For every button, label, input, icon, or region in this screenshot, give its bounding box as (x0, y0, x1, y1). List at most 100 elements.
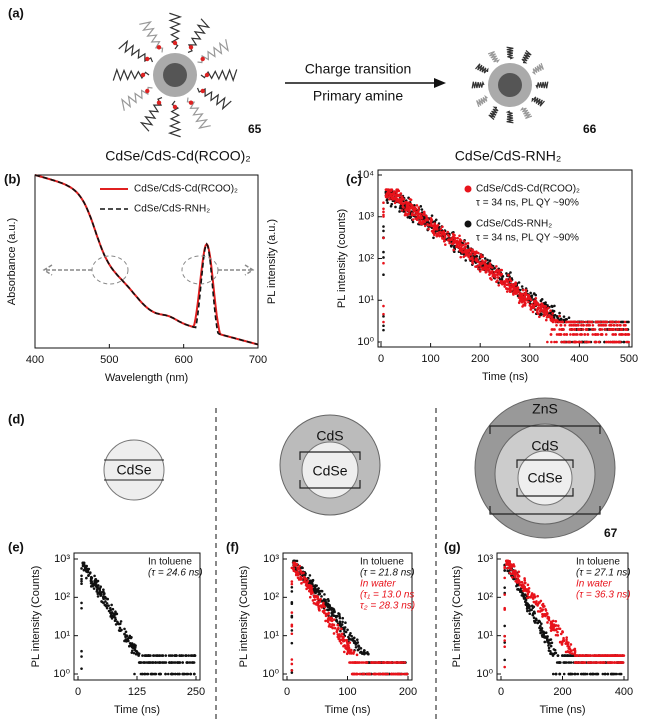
y-tick-label: 10² (358, 252, 374, 264)
data-point (317, 607, 321, 611)
data-point (503, 285, 506, 288)
data-point (290, 585, 294, 589)
data-point (290, 580, 294, 583)
data-point (533, 620, 537, 624)
data-point (488, 273, 491, 276)
data-point (475, 250, 478, 253)
x-tick-label: 200 (471, 353, 489, 365)
data-point (539, 606, 542, 610)
data-point (382, 273, 385, 277)
data-point (571, 320, 574, 324)
data-point (337, 637, 340, 641)
data-point (600, 333, 603, 336)
data-point (308, 574, 312, 577)
annotation: In water (360, 579, 396, 590)
data-point (300, 572, 303, 575)
scatter-series (382, 188, 631, 344)
core (301, 441, 359, 499)
y-tick-label: 10¹ (263, 630, 279, 642)
data-point (425, 216, 429, 220)
data-point (125, 634, 129, 637)
data-point (558, 672, 562, 676)
data-point (481, 261, 485, 265)
data-point (475, 259, 478, 263)
data-point (393, 201, 397, 205)
data-point (85, 568, 89, 572)
data-point (598, 654, 602, 657)
data-point (614, 672, 617, 676)
data-point (330, 619, 334, 623)
data-point (525, 589, 528, 593)
data-point (347, 635, 350, 639)
data-point (559, 320, 562, 324)
data-point (518, 293, 521, 296)
data-point (491, 272, 494, 275)
data-point (517, 296, 521, 299)
data-point (520, 294, 524, 298)
data-point (526, 593, 529, 596)
data-point (519, 298, 523, 301)
data-point (467, 250, 471, 253)
data-point (96, 586, 99, 589)
data-point (332, 618, 336, 621)
data-point (503, 586, 506, 589)
data-point (586, 333, 590, 336)
data-point (80, 667, 83, 670)
data-point (539, 624, 542, 628)
data-point (100, 590, 104, 594)
data-point (328, 622, 331, 626)
data-point (91, 584, 94, 588)
data-point (317, 605, 320, 609)
data-point (601, 320, 605, 324)
ligand (506, 46, 515, 60)
data-point (390, 188, 394, 191)
data-point (295, 572, 298, 575)
data-point (324, 614, 328, 618)
data-point (336, 635, 340, 639)
data-point (339, 641, 343, 645)
data-point (507, 273, 510, 277)
data-point (290, 590, 294, 593)
data-point (562, 315, 566, 318)
data-point (520, 285, 524, 288)
data-point (80, 655, 83, 658)
data-point (466, 242, 470, 245)
data-point (142, 661, 145, 664)
data-point (552, 652, 556, 656)
data-point (342, 644, 345, 648)
data-point (554, 619, 558, 623)
data-point (562, 672, 566, 676)
data-point (390, 661, 394, 664)
data-point (555, 324, 558, 327)
x-tick-label: 400 (570, 353, 588, 365)
data-point (342, 628, 346, 631)
data-point (513, 283, 516, 286)
data-point (560, 340, 563, 344)
y-tick-label: 10⁰ (262, 668, 279, 680)
data-point (554, 624, 558, 627)
data-point (361, 661, 364, 664)
data-point (357, 661, 361, 664)
data-point (473, 255, 477, 258)
data-point (174, 672, 177, 676)
data-point (478, 270, 482, 273)
data-point (582, 672, 586, 676)
data-point (431, 231, 435, 234)
data-point (627, 340, 630, 344)
ligand-end (145, 56, 150, 62)
arrow-head (434, 78, 446, 88)
data-point (611, 333, 614, 336)
data-point (622, 340, 626, 344)
x-axis-label: Time (ns) (114, 704, 160, 716)
data-point (552, 648, 556, 651)
data-point (499, 281, 503, 285)
data-point (467, 255, 471, 259)
data-point (545, 612, 549, 615)
data-point (189, 672, 193, 676)
data-point (540, 609, 543, 612)
y-axis-label: PL intensity (a.u.) (266, 219, 278, 304)
data-point (170, 672, 173, 676)
data-point (328, 608, 331, 611)
data-point (395, 190, 399, 193)
data-point (576, 654, 579, 657)
